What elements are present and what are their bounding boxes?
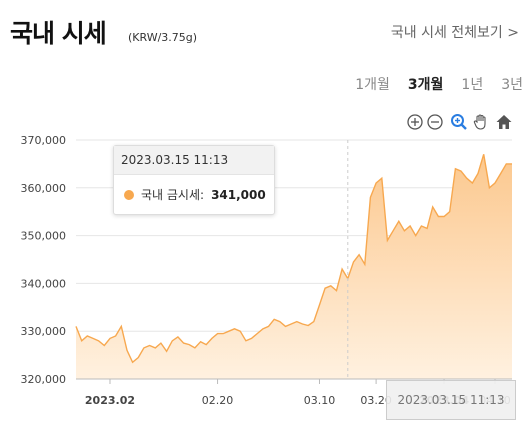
x-tick-label: 03.20 <box>360 394 392 407</box>
y-tick-label: 360,000 <box>21 182 67 195</box>
tab-3-years[interactable]: 3년 <box>501 77 523 93</box>
view-all-link[interactable]: 국내 시세 전체보기 > <box>390 25 519 41</box>
chart-toolbar <box>406 113 516 133</box>
home-icon[interactable] <box>495 113 513 131</box>
series-marker <box>124 189 134 200</box>
page-title: 국내 시세 <box>10 19 107 48</box>
tooltip: 2023.03.15 11:13 국내 금시세: 341,000 <box>113 145 275 215</box>
crosshair-date-label: 2023.03.15 11:13 <box>386 380 516 420</box>
tooltip-date: 2023.03.15 11:13 <box>114 146 274 175</box>
y-tick-label: 350,000 <box>21 230 67 243</box>
series-line <box>75 154 512 364</box>
y-tick-label: 370,000 <box>21 134 67 147</box>
tab-3-months[interactable]: 3개월 <box>407 77 444 93</box>
tab-1-year[interactable]: 1년 <box>461 77 484 93</box>
pan-hand-icon[interactable] <box>472 113 490 131</box>
unit-label: (KRW/3.75g) <box>128 31 198 44</box>
tab-1-month[interactable]: 1개월 <box>355 77 390 93</box>
tooltip-value: 341,000 <box>211 187 266 202</box>
x-tick-label: 2023.02 <box>85 394 135 407</box>
y-tick-label: 340,000 <box>21 277 67 290</box>
magnifier-icon[interactable] <box>450 113 468 131</box>
tooltip-series-label: 국내 금시세: <box>141 188 205 202</box>
zoom-in-icon[interactable] <box>406 113 424 131</box>
x-tick-label: 02.20 <box>202 394 234 407</box>
y-tick-label: 320,000 <box>21 373 67 386</box>
x-tick-label: 03.10 <box>304 394 336 407</box>
zoom-out-icon[interactable] <box>426 113 444 131</box>
range-tabs: 1개월 3개월 1년 3년 <box>355 74 523 94</box>
y-tick-label: 330,000 <box>21 325 67 338</box>
series-area <box>76 154 512 379</box>
